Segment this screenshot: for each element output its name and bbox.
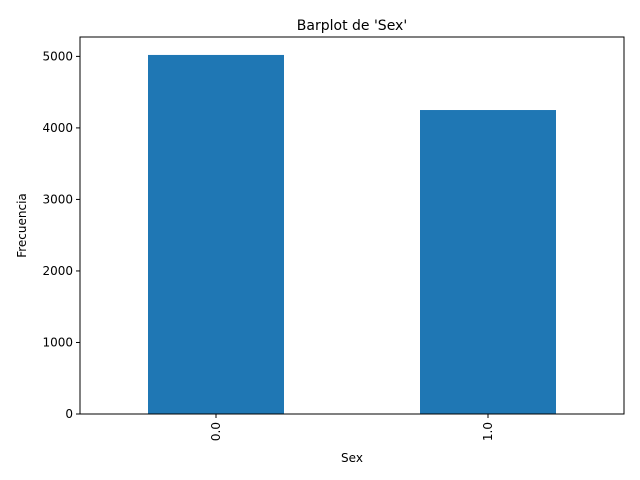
y-tick-label: 1000	[42, 335, 73, 349]
x-tick-label: 0.0	[209, 422, 223, 441]
bars-group	[148, 54, 556, 414]
y-axis: 0 1000 2000 3000 4000 5000	[42, 49, 80, 421]
x-axis-label: Sex	[341, 451, 363, 465]
chart-title: Barplot de 'Sex'	[297, 18, 407, 34]
x-tick-label: 1.0	[481, 422, 495, 441]
y-tick-label: 0	[65, 407, 73, 421]
x-axis: 0.0 1.0	[209, 414, 495, 441]
bar-1.0	[420, 110, 556, 414]
y-tick-label: 2000	[42, 264, 73, 278]
plot-frame	[79, 36, 625, 415]
y-tick-label: 5000	[42, 49, 73, 63]
y-tick-label: 3000	[42, 192, 73, 206]
bar-0.0	[148, 54, 284, 414]
y-tick-label: 4000	[42, 121, 73, 135]
y-axis-label: Frecuencia	[15, 193, 29, 258]
